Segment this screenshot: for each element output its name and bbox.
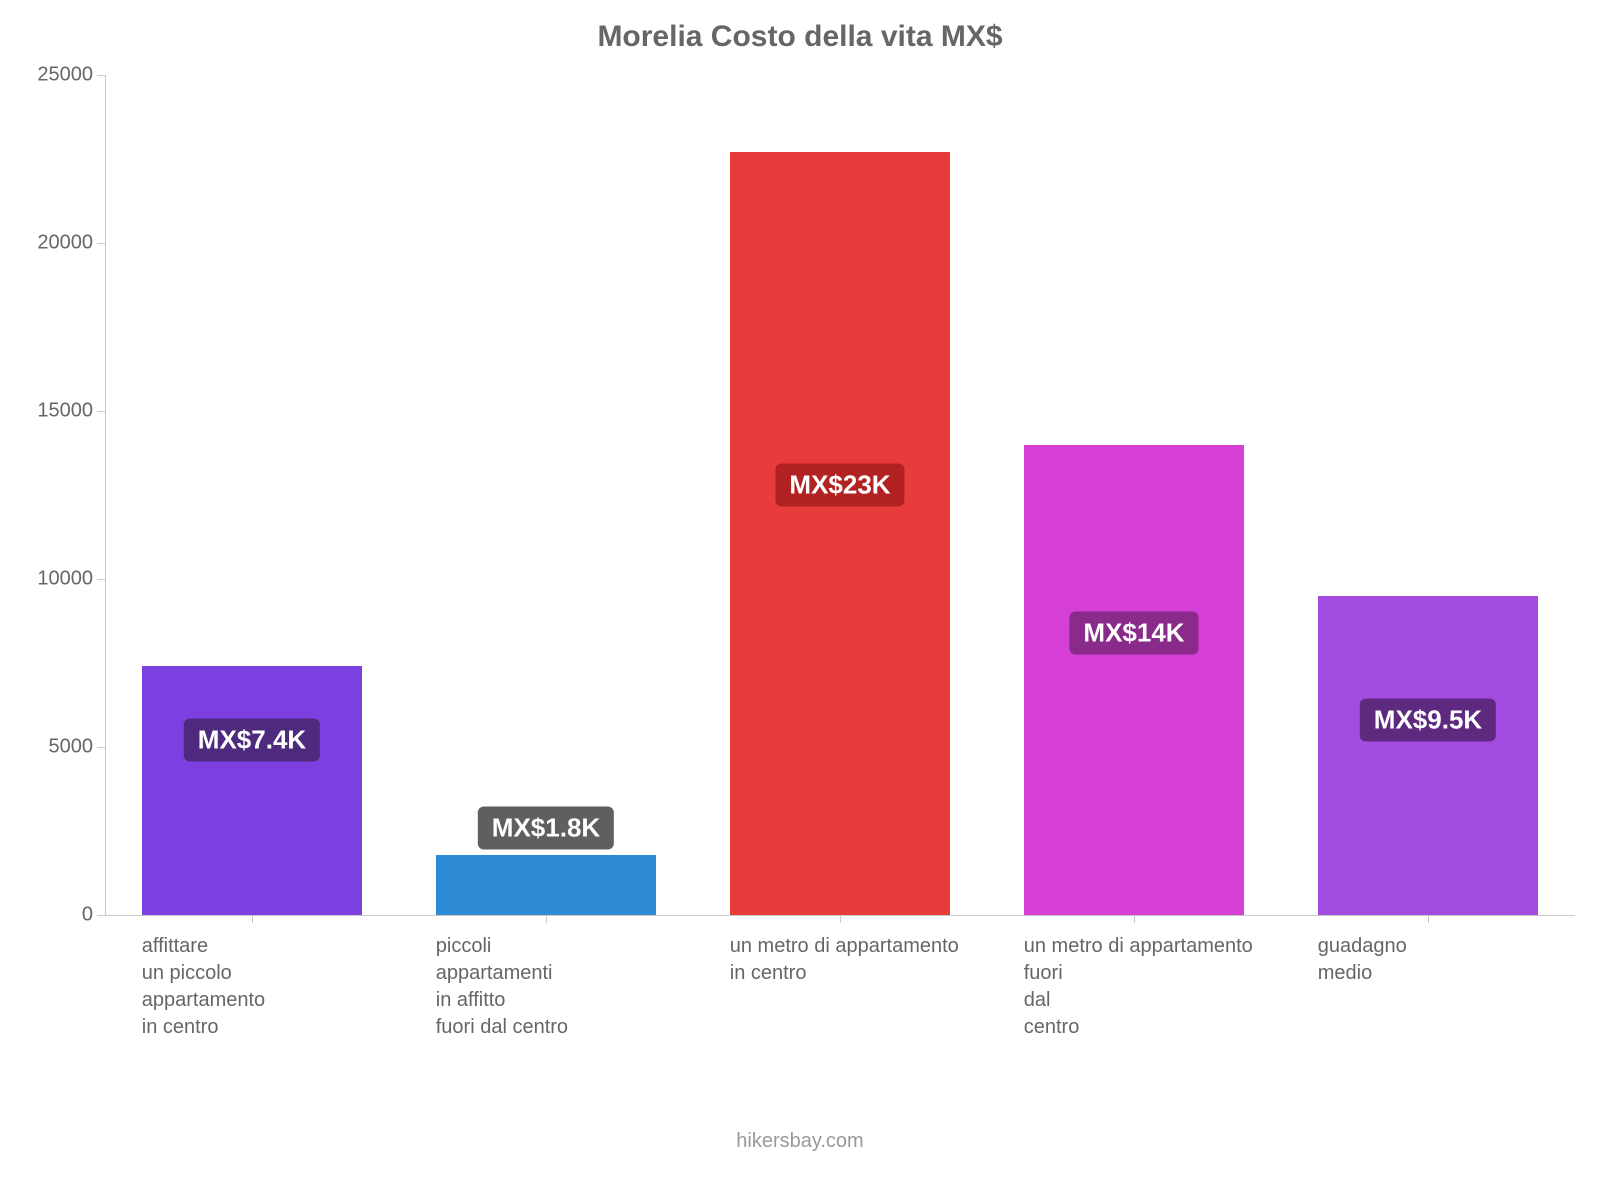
x-tick-mark — [840, 915, 841, 923]
x-category-label: piccoliappartamentiin affittofuori dal c… — [436, 933, 677, 1041]
y-tick-label: 15000 — [37, 400, 105, 423]
bar-value-label: MX$7.4K — [184, 719, 320, 762]
bar-value-label: MX$1.8K — [478, 806, 614, 849]
x-category-label-line: guadagno — [1318, 933, 1559, 960]
x-category-label: guadagnomedio — [1318, 933, 1559, 987]
bar — [730, 152, 951, 915]
x-category-label: un metro di appartamentofuoridalcentro — [1024, 933, 1265, 1041]
x-category-label-line: un metro di appartamento — [730, 933, 971, 960]
x-category-label-line: appartamento — [142, 987, 383, 1014]
bar-value-label: MX$23K — [775, 463, 904, 506]
chart-container: Morelia Costo della vita MX$ 05000100001… — [0, 0, 1600, 1200]
x-category-label-line: centro — [1024, 1014, 1265, 1041]
y-tick-label: 5000 — [49, 736, 106, 759]
bar-value-label: MX$9.5K — [1360, 699, 1496, 742]
x-category-label-line: in affitto — [436, 987, 677, 1014]
x-category-label-line: fuori dal centro — [436, 1014, 677, 1041]
y-tick-label: 10000 — [37, 568, 105, 591]
x-category-label-line: fuori — [1024, 960, 1265, 987]
x-category-label-line: piccoli — [436, 933, 677, 960]
x-category-label-line: un metro di appartamento — [1024, 933, 1265, 960]
chart-footer: hikersbay.com — [0, 1130, 1600, 1153]
bar — [142, 666, 363, 915]
x-category-label-line: appartamenti — [436, 960, 677, 987]
bar-value-label: MX$14K — [1069, 611, 1198, 654]
y-tick-label: 0 — [82, 904, 105, 927]
x-category-label-line: affittare — [142, 933, 383, 960]
x-category-label-line: un piccolo — [142, 960, 383, 987]
x-category-label: affittareun piccoloappartamentoin centro — [142, 933, 383, 1041]
x-category-label-line: dal — [1024, 987, 1265, 1014]
x-category-label-line: in centro — [142, 1014, 383, 1041]
x-tick-mark — [252, 915, 253, 923]
x-tick-mark — [546, 915, 547, 923]
x-category-label-line: medio — [1318, 960, 1559, 987]
x-category-label-line: in centro — [730, 960, 971, 987]
bar — [1318, 596, 1539, 915]
x-tick-mark — [1134, 915, 1135, 923]
plot-area: 0500010000150002000025000MX$7.4Kaffittar… — [105, 75, 1575, 915]
bar — [436, 855, 657, 915]
bar — [1024, 445, 1245, 915]
chart-title: Morelia Costo della vita MX$ — [0, 20, 1600, 54]
x-category-label: un metro di appartamentoin centro — [730, 933, 971, 987]
x-tick-mark — [1428, 915, 1429, 923]
y-tick-label: 25000 — [37, 64, 105, 87]
y-tick-label: 20000 — [37, 232, 105, 255]
y-axis — [105, 75, 106, 915]
